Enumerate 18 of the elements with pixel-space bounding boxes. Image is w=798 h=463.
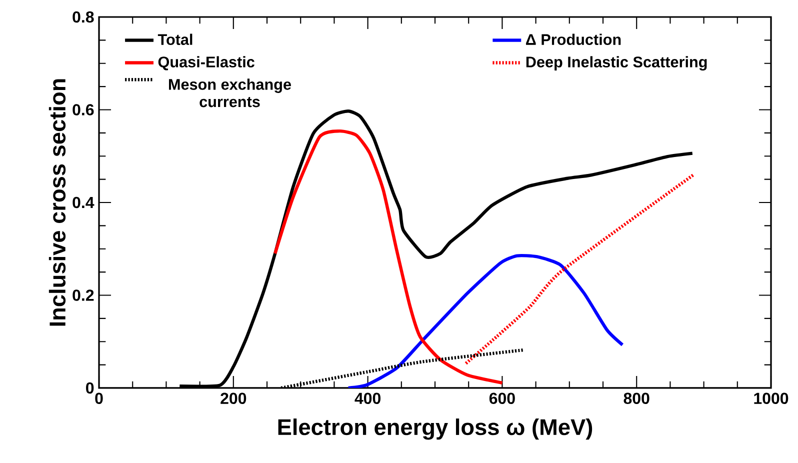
x-tick-label: 800: [624, 392, 650, 404]
legend-label: Total: [158, 34, 192, 45]
y-tick-label: 0: [86, 382, 94, 394]
legend-label: Deep Inelastic Scattering: [526, 56, 707, 71]
x-tick-label: 1000: [754, 392, 788, 404]
x-axis-title: Electron energy loss ω (MeV): [278, 418, 592, 440]
y-tick-label: 0.2: [72, 290, 94, 301]
y-tick-label: 0.4: [72, 196, 94, 208]
y-axis-title: Inclusive cross section: [48, 79, 66, 326]
x-tick-label: 200: [220, 392, 246, 404]
legend-label: Δ Production: [526, 34, 621, 45]
x-tick-label: 600: [489, 392, 515, 404]
y-tick-label: 0.6: [72, 104, 94, 116]
legend-label: Quasi-Elastic: [158, 56, 254, 70]
x-tick-label: 0: [95, 392, 103, 404]
y-tick-label: 0.8: [72, 11, 94, 23]
x-tick-label: 400: [354, 392, 380, 404]
legend-label: Meson exchange currents: [169, 78, 291, 108]
